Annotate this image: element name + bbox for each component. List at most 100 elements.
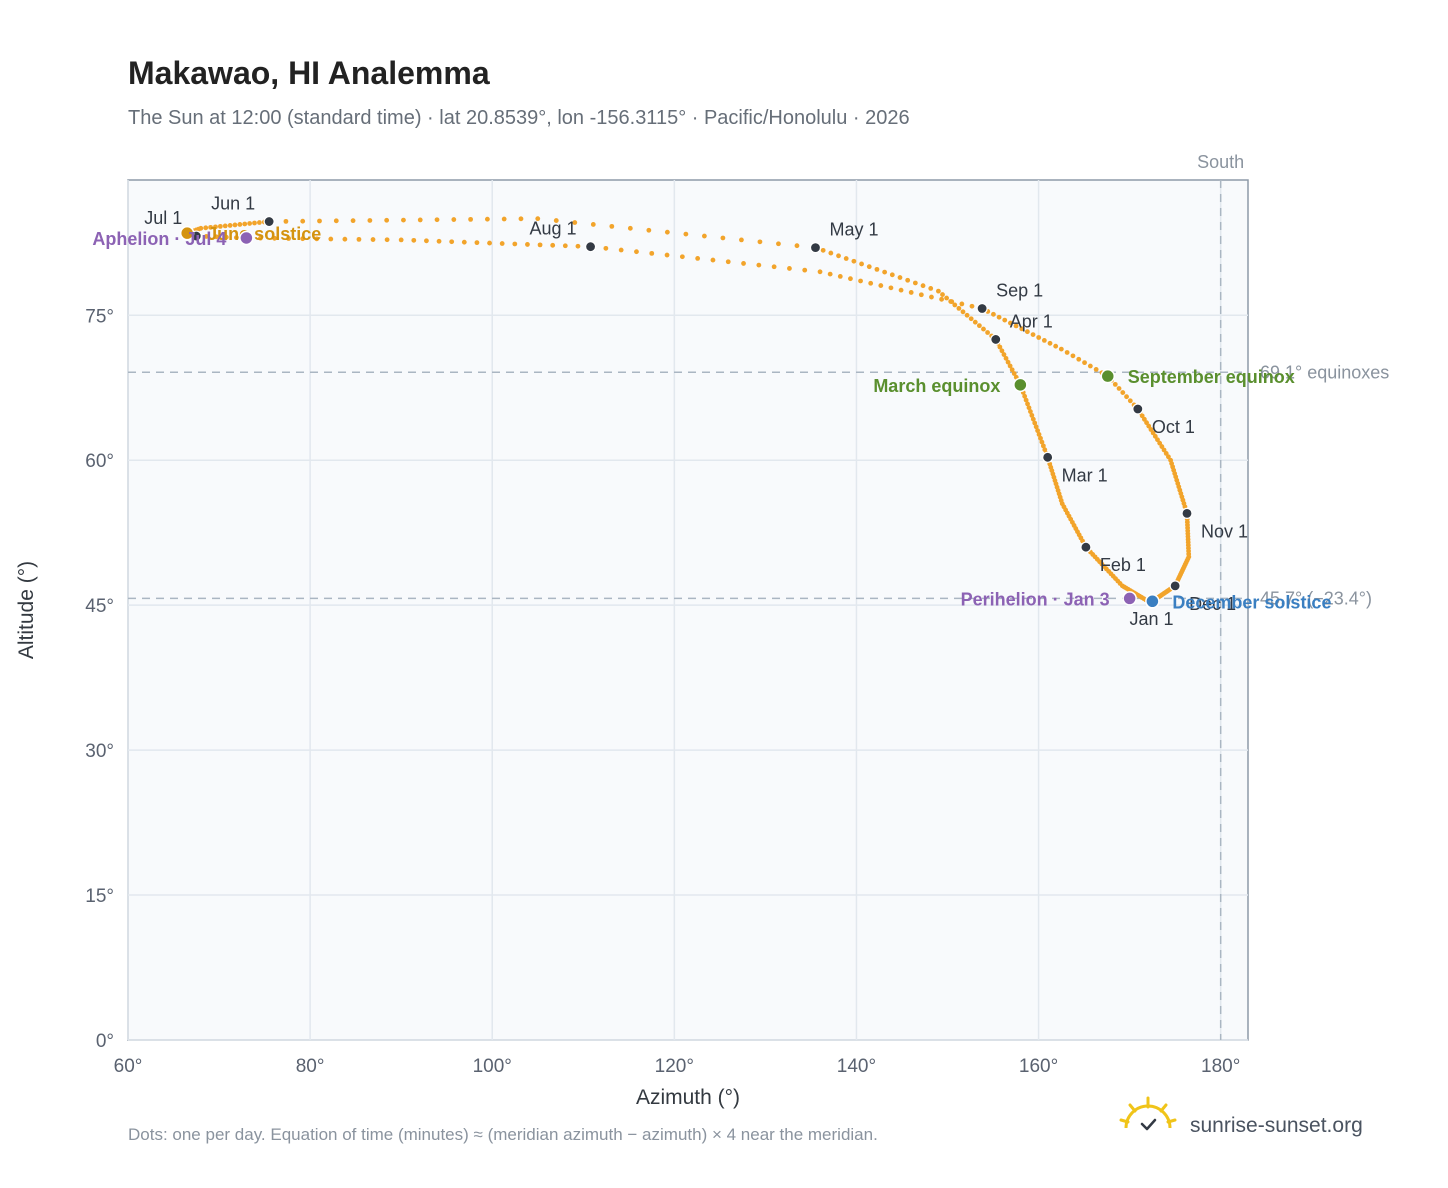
y-tick-label: 75° — [85, 306, 114, 327]
daily-sun-dot — [968, 316, 974, 322]
daily-sun-dot — [461, 239, 467, 245]
daily-sun-dot — [851, 258, 857, 264]
daily-sun-dot — [247, 221, 253, 226]
daily-sun-dot — [1116, 386, 1122, 391]
y-axis-label: Altitude (°) — [15, 561, 38, 659]
daily-sun-dot — [969, 303, 975, 309]
daily-sun-dot — [1024, 329, 1030, 335]
daily-sun-dot — [434, 217, 440, 223]
daily-sun-dot — [985, 330, 990, 335]
daily-sun-dot — [882, 269, 888, 275]
daily-sun-dot — [878, 283, 884, 288]
daily-sun-dot — [1155, 437, 1160, 443]
daily-sun-dot — [609, 223, 615, 229]
daily-sun-dot — [787, 266, 792, 271]
daily-sun-dot — [217, 223, 223, 229]
daily-sun-dot — [929, 294, 934, 300]
daily-sun-dot — [256, 220, 262, 225]
month-label: Dec 1 — [1189, 594, 1236, 614]
daily-sun-dot — [484, 216, 490, 222]
month-marker — [1132, 403, 1144, 415]
daily-sun-dot — [649, 250, 655, 256]
daily-sun-dot — [866, 264, 872, 270]
x-tick-label: 60° — [114, 1056, 143, 1077]
chart-title: Makawao, HI Analemma — [128, 55, 490, 91]
daily-sun-dot — [242, 221, 248, 227]
daily-sun-dot — [1139, 413, 1145, 419]
daily-sun-dot — [283, 218, 289, 224]
daily-sun-dot — [384, 217, 390, 223]
daily-sun-dot — [679, 254, 685, 260]
y-tick-label: 15° — [85, 886, 114, 907]
daily-sun-dot — [1001, 352, 1007, 357]
daily-sun-dot — [664, 252, 670, 258]
daily-sun-dot — [634, 249, 639, 255]
daily-sun-dot — [1047, 340, 1053, 346]
daily-sun-dot — [1022, 393, 1028, 399]
daily-sun-dot — [888, 285, 894, 291]
daily-sun-dot — [258, 235, 263, 241]
daily-sun-dot — [314, 236, 320, 242]
daily-sun-dot — [1003, 355, 1009, 361]
daily-sun-dot — [828, 250, 834, 256]
month-label: Nov 1 — [1201, 521, 1248, 541]
daily-sun-dot — [683, 231, 689, 237]
daily-sun-dot — [956, 305, 962, 311]
daily-sun-dot — [1070, 353, 1076, 359]
daily-sun-dot — [603, 245, 609, 251]
daily-sun-dot — [1166, 454, 1171, 460]
daily-sun-dot — [417, 217, 423, 223]
daily-sun-dot — [1025, 401, 1030, 407]
x-tick-label: 180° — [1201, 1056, 1240, 1077]
daily-sun-dot — [451, 217, 457, 222]
daily-sun-dot — [756, 262, 762, 268]
month-marker — [990, 333, 1002, 346]
daily-sun-dot — [1141, 416, 1147, 422]
daily-sun-dot — [1028, 409, 1033, 414]
daily-sun-dot — [802, 267, 808, 273]
month-label: Sep 1 — [996, 281, 1043, 301]
daily-sun-dot — [964, 312, 970, 318]
event-label: Aphelion · Jul 4 — [92, 229, 226, 249]
daily-sun-dot — [936, 288, 941, 294]
daily-sun-dot — [317, 218, 322, 224]
daily-sun-dot — [905, 277, 911, 283]
daily-sun-dot — [370, 237, 376, 242]
x-tick-label: 140° — [837, 1056, 876, 1077]
month-label: May 1 — [829, 220, 878, 240]
daily-sun-dot — [590, 222, 596, 227]
daily-sun-dot — [996, 314, 1002, 320]
daily-sun-dot — [918, 292, 924, 298]
daily-sun-dot — [398, 237, 404, 243]
event-label: December solstice — [1172, 592, 1331, 612]
event-label: June solstice — [207, 224, 321, 244]
daily-sun-dot — [300, 236, 306, 242]
daily-sun-dot — [252, 220, 257, 226]
daily-sun-dot — [553, 218, 559, 223]
daily-sun-dot — [436, 238, 442, 244]
daily-sun-dot — [739, 237, 744, 243]
daily-sun-dot — [222, 223, 228, 229]
daily-sun-dot — [518, 216, 524, 222]
month-label: Apr 1 — [1010, 311, 1053, 331]
daily-sun-dot — [350, 218, 356, 224]
daily-sun-dot — [1124, 394, 1129, 400]
daily-sun-dot — [1030, 416, 1036, 422]
daily-sun-dot — [1058, 346, 1064, 352]
daily-sun-dot — [972, 319, 978, 325]
daily-sun-dot — [1112, 381, 1118, 387]
month-marker — [584, 241, 597, 253]
daily-sun-dot — [959, 301, 965, 307]
daily-sun-dot — [575, 243, 581, 249]
month-label: Jul 1 — [144, 208, 182, 228]
event-marker — [239, 230, 254, 246]
daily-sun-dot — [999, 348, 1005, 354]
month-label: Oct 1 — [1152, 417, 1195, 437]
daily-sun-dot — [1009, 367, 1015, 373]
daily-sun-dot — [512, 241, 518, 247]
daily-sun-dot — [848, 276, 853, 282]
daily-sun-dot — [991, 311, 996, 317]
plot-area — [127, 179, 1249, 1041]
daily-sun-dot — [889, 272, 895, 278]
x-tick-label: 160° — [1019, 1056, 1058, 1077]
